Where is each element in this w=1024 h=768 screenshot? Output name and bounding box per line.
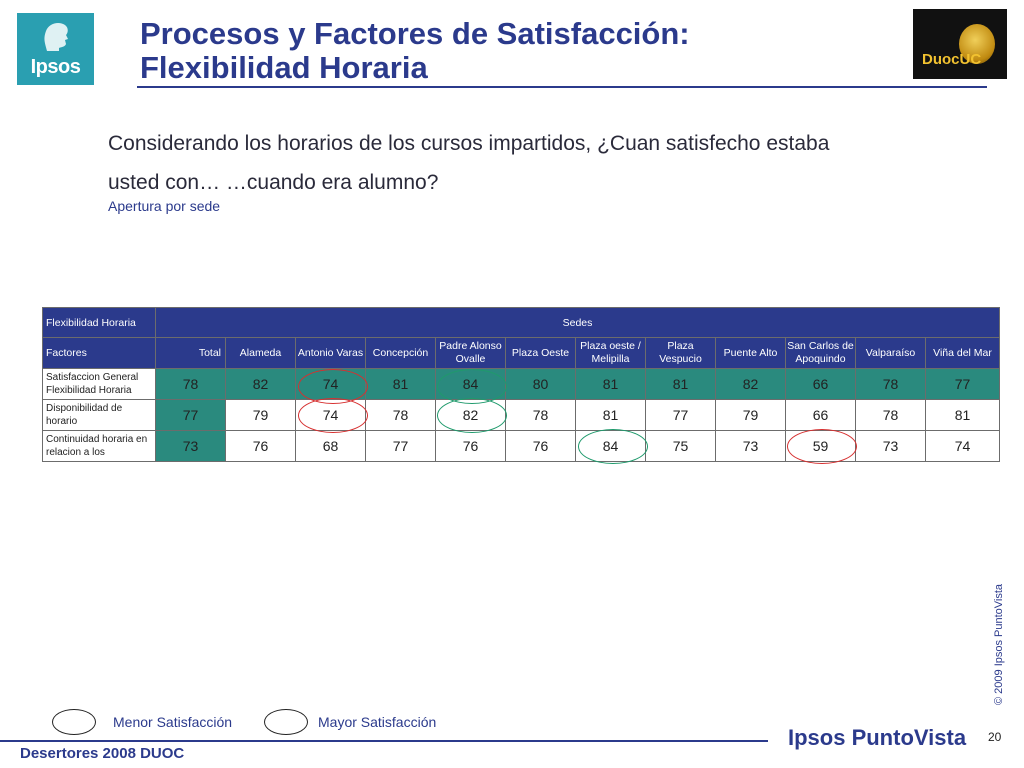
column-header: Plaza Vespucio: [645, 337, 716, 369]
table-cell: 81: [924, 399, 1001, 431]
table-cell: 66: [785, 368, 856, 400]
column-header: Alameda: [225, 337, 296, 369]
legend-high-circle-icon: [264, 709, 308, 735]
table-column-header-row: Factores Total Alameda Antonio Varas Con…: [42, 337, 1001, 369]
column-header: Valparaíso: [855, 337, 926, 369]
table-cell: 74: [924, 430, 1001, 462]
table-row: Continuidad horaria en relacion a los 73…: [42, 430, 1001, 462]
table-cell: 84: [435, 368, 506, 400]
table-cell: 84: [575, 430, 646, 462]
table-cell: 82: [435, 399, 506, 431]
table-cell: 81: [365, 368, 436, 400]
column-header: Total: [155, 337, 226, 369]
ipsos-puntovista-logo: Ipsos PuntoVista: [788, 725, 967, 750]
row-label: Continuidad horaria en relacion a los: [42, 430, 156, 462]
table-row: Satisfaccion General Flexibilidad Horari…: [42, 368, 1001, 400]
footer-study-name: Desertores 2008 DUOC: [20, 745, 185, 762]
duoc-logo: DuocUC: [913, 9, 1007, 79]
head-profile-icon: [44, 23, 68, 51]
table-cell: 78: [155, 368, 226, 400]
table-cell: 77: [645, 399, 716, 431]
title-line-1: Procesos y Factores de Satisfacción:: [140, 16, 690, 51]
table-cell: 73: [855, 430, 926, 462]
table-cell: 78: [505, 399, 576, 431]
factores-header-cell: Factores: [42, 337, 156, 369]
table-cell: 75: [645, 430, 716, 462]
sedes-header-cell: Sedes: [154, 307, 1001, 338]
table-cell: 73: [155, 430, 226, 462]
table-cell: 82: [715, 368, 786, 400]
column-header: Antonio Varas: [295, 337, 366, 369]
title-divider: [137, 86, 987, 88]
table-row: Disponibilidad de horario 77 79 74 78 82…: [42, 399, 1001, 431]
table-cell: 78: [855, 399, 926, 431]
table-cell: 74: [295, 399, 366, 431]
copyright-text: © 2009 Ipsos PuntoVista: [993, 583, 1005, 705]
table-cell: 78: [855, 368, 926, 400]
title-line-2: Flexibilidad Horaria: [140, 50, 428, 85]
group-label-cell: Flexibilidad Horaria: [42, 307, 156, 338]
table-cell: 81: [575, 399, 646, 431]
column-header: Puente Alto: [715, 337, 786, 369]
table-cell: 59: [785, 430, 856, 462]
column-header: Plaza oeste / Melipilla: [575, 337, 646, 369]
satisfaction-table: Flexibilidad Horaria Sedes Factores Tota…: [42, 307, 1001, 462]
table-cell: 78: [365, 399, 436, 431]
legend-low-circle-icon: [52, 709, 96, 735]
duoc-seal-icon: [959, 24, 995, 64]
table-group-header-row: Flexibilidad Horaria Sedes: [42, 307, 1001, 338]
survey-question: Considerando los horarios de los cursos …: [108, 132, 830, 194]
table-cell: 77: [924, 368, 1001, 400]
table-cell: 79: [715, 399, 786, 431]
legend-high-label: Mayor Satisfacción: [318, 714, 437, 730]
table-cell: 76: [435, 430, 506, 462]
table-cell: 68: [295, 430, 366, 462]
column-header: Padre Alonso Ovalle: [435, 337, 506, 369]
table-cell: 66: [785, 399, 856, 431]
table-cell: 76: [505, 430, 576, 462]
ipsos-logo-text: Ipsos: [30, 56, 81, 78]
legend-low-label: Menor Satisfacción: [113, 714, 233, 730]
table-cell: 79: [225, 399, 296, 431]
page-title: Procesos y Factores de Satisfacción: Fle…: [140, 17, 690, 85]
table-cell: 73: [715, 430, 786, 462]
duoc-logo-text: DuocUC: [922, 51, 982, 68]
table-cell: 77: [365, 430, 436, 462]
column-header: San Carlos de Apoquindo: [785, 337, 856, 369]
column-header: Concepción: [365, 337, 436, 369]
table-cell: 82: [225, 368, 296, 400]
footer-divider: [0, 740, 768, 742]
page-number: 20: [988, 730, 1002, 744]
table-cell: 77: [155, 399, 226, 431]
column-header: Plaza Oeste: [505, 337, 576, 369]
table-cell: 74: [295, 368, 366, 400]
subtitle: Apertura por sede: [108, 198, 221, 214]
table-cell: 80: [505, 368, 576, 400]
row-label: Satisfaccion General Flexibilidad Horari…: [42, 368, 156, 400]
table-cell: 76: [225, 430, 296, 462]
table-cell: 81: [645, 368, 716, 400]
row-label: Disponibilidad de horario: [42, 399, 156, 431]
ipsos-logo: Ipsos: [17, 13, 94, 85]
table-cell: 81: [575, 368, 646, 400]
copyright-notice: © 2009 Ipsos PuntoVista: [993, 580, 1007, 705]
column-header: Viña del Mar: [924, 337, 1001, 369]
